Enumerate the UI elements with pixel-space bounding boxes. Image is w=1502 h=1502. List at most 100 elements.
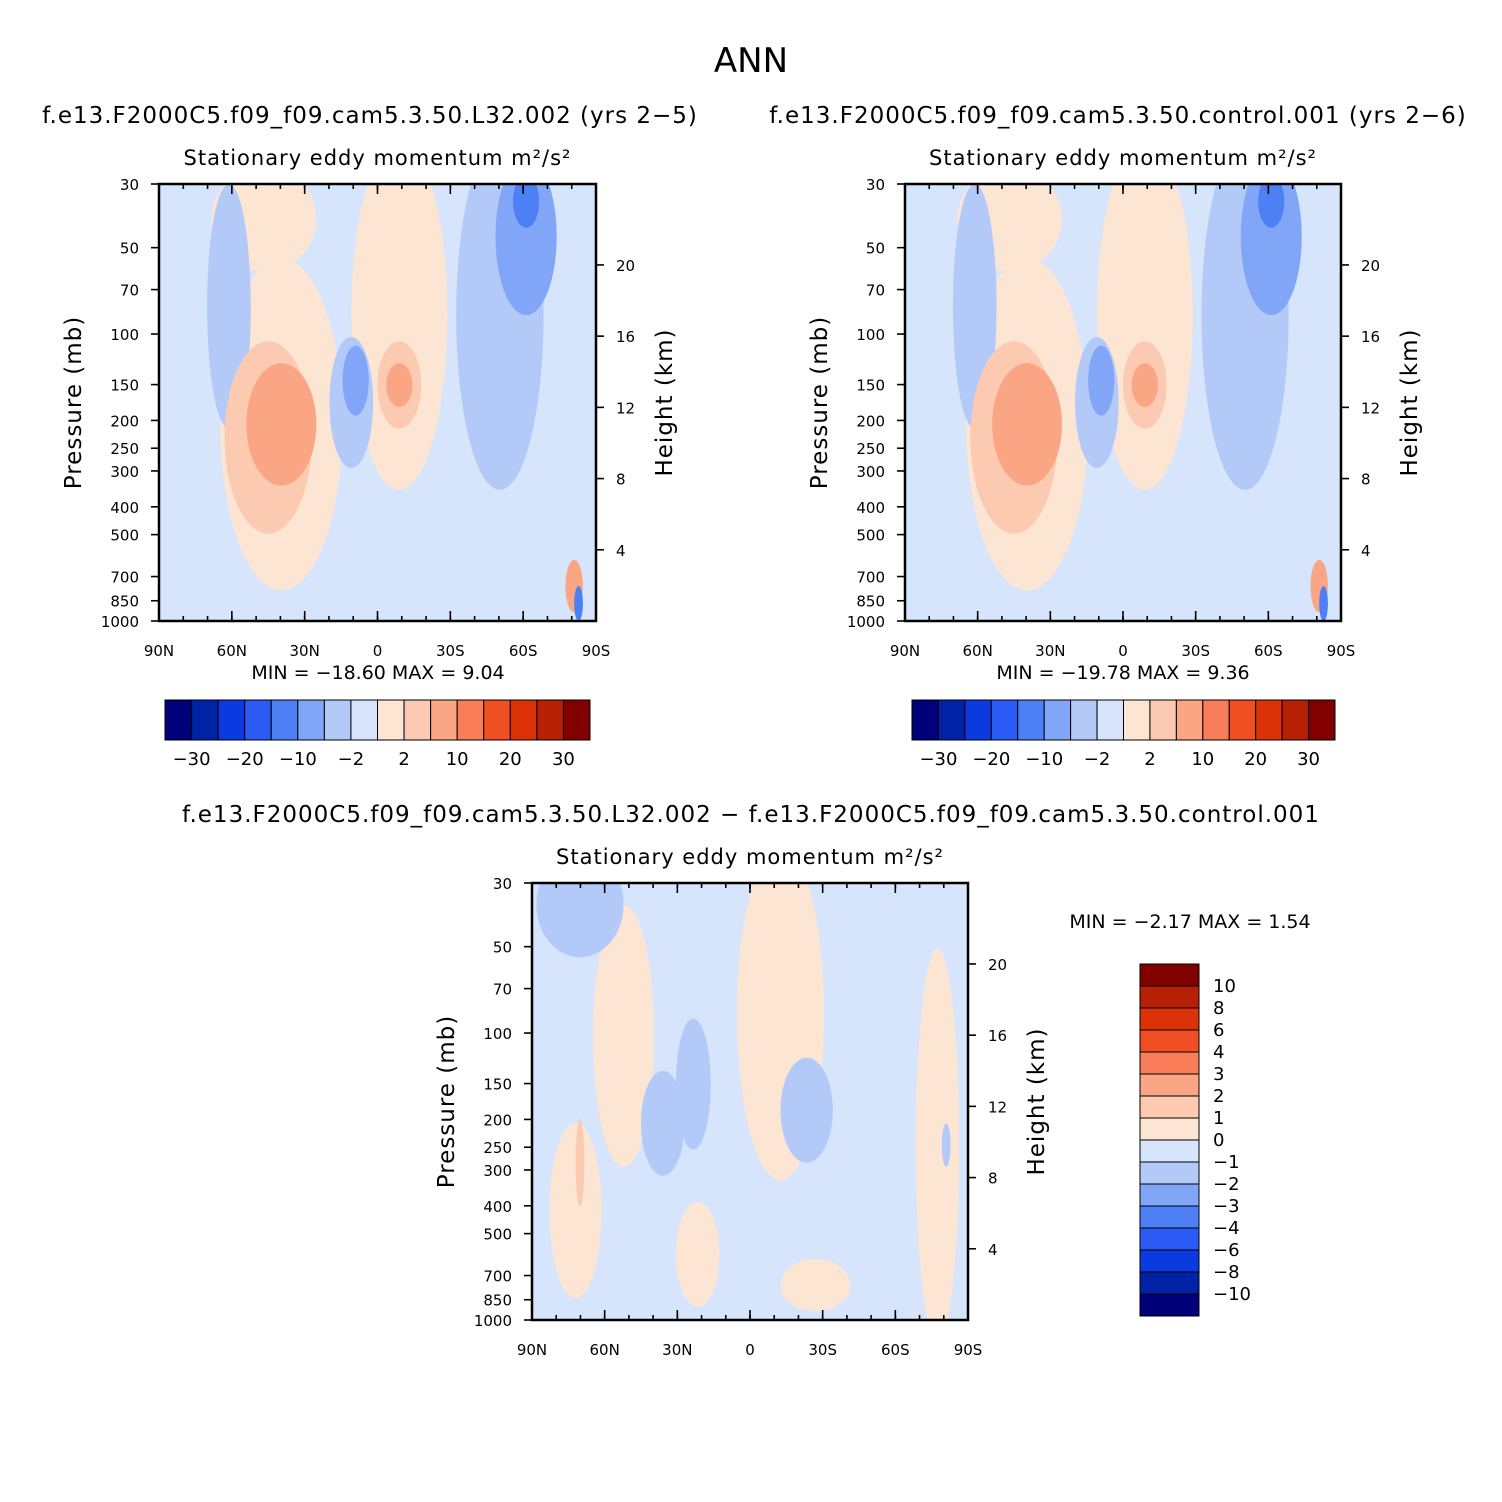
colorbar-label: 3 (1213, 1064, 1224, 1085)
colorbar: −30 −20 −10 −2 2 10 20 30 (911, 699, 1336, 770)
contour-region-15 (1319, 586, 1328, 621)
x-tick-label: 0 (1118, 642, 1128, 660)
x-tick-label: 30S (1181, 642, 1210, 660)
y2-axis-label: Height (km) (1024, 1027, 1050, 1175)
x-tick-label: 60N (217, 642, 247, 660)
y-tick-label: 700 (483, 1268, 512, 1286)
colorbar-label: −2 (1213, 1174, 1240, 1195)
colorbar-box (350, 699, 378, 741)
colorbar-box (1139, 1271, 1200, 1295)
colorbar-box (1139, 1183, 1200, 1207)
colorbar-box (297, 699, 325, 741)
contour-region-7 (536, 883, 624, 958)
y-tick-label: 850 (856, 593, 885, 611)
colorbar-box (990, 699, 1019, 741)
contour-region-7 (1240, 184, 1302, 316)
contour-region-15 (574, 586, 583, 621)
figure-title: ANN (714, 41, 788, 81)
colorbar-box (1139, 985, 1200, 1009)
x-tick-label: 90S (954, 1341, 983, 1359)
colorbar-box (1070, 699, 1098, 741)
y2-axis-label: Height (km) (652, 328, 678, 476)
x-tick-label: 60N (590, 1341, 620, 1359)
y2-tick-label: 20 (616, 257, 635, 275)
panel-title: f.e13.F2000C5.f09_f09.cam5.3.50.control.… (769, 103, 1466, 129)
contour-region-8 (1258, 184, 1285, 228)
colorbar-label: 10 (1213, 976, 1236, 997)
colorbar-box (1139, 1029, 1200, 1053)
x-tick-label: 0 (745, 1341, 755, 1359)
y-axis-label: Pressure (mb) (434, 1015, 460, 1188)
contour-region-5 (780, 1258, 851, 1312)
colorbar-label: −3 (1213, 1196, 1240, 1217)
y-tick-label: 700 (856, 569, 885, 587)
panel-title: f.e13.F2000C5.f09_f09.cam5.3.50.L32.002 … (42, 103, 698, 129)
colorbar-box (1149, 699, 1177, 741)
y-tick-label: 50 (120, 240, 139, 258)
contour-region-6 (549, 1123, 602, 1299)
y-axis-label: Pressure (mb) (807, 316, 833, 489)
min-max-text: MIN = −18.60 MAX = 9.04 (251, 662, 504, 684)
colorbar-box (1228, 699, 1257, 741)
y-tick-label: 1000 (474, 1312, 512, 1330)
colorbar-label: −6 (1213, 1240, 1240, 1261)
x-tick-label: 60S (1254, 642, 1283, 660)
colorbar-label: 1 (1213, 1108, 1224, 1129)
colorbar-label: 2 (398, 749, 409, 770)
colorbar-label: 10 (1191, 749, 1214, 770)
colorbar-label: −30 (173, 749, 211, 770)
colorbar-label: 8 (1213, 998, 1224, 1019)
y-tick-label: 400 (110, 499, 139, 517)
y-tick-label: 50 (493, 939, 512, 957)
contour-region-13 (386, 363, 413, 407)
colorbar-label: −1 (1213, 1152, 1240, 1173)
colorbar-label: −30 (919, 749, 957, 770)
y2-tick-label: 20 (1361, 257, 1380, 275)
x-tick-label: 60S (509, 642, 538, 660)
x-tick-label: 60N (963, 642, 993, 660)
colorbar-box (1281, 699, 1310, 741)
x-tick-label: 90N (890, 642, 920, 660)
panel-subtitle: Stationary eddy momentum m²/s² (184, 146, 572, 170)
colorbar-box (509, 699, 538, 741)
y-tick-label: 200 (856, 412, 885, 430)
y2-tick-label: 4 (988, 1241, 998, 1259)
y-tick-label: 1000 (101, 613, 139, 631)
colorbar-box (483, 699, 511, 741)
x-tick-label: 30N (662, 1341, 692, 1359)
colorbar-label: 6 (1213, 1020, 1224, 1041)
contour-region-13 (1131, 363, 1158, 407)
colorbar-box (1139, 1205, 1200, 1229)
colorbar-label: −10 (279, 749, 317, 770)
contour-region-1 (351, 184, 448, 490)
y-tick-label: 150 (483, 1076, 512, 1094)
colorbar-box (323, 699, 352, 741)
colorbar-label: −20 (226, 749, 264, 770)
y-tick-label: 850 (483, 1292, 512, 1310)
y-tick-label: 30 (493, 875, 512, 893)
y-tick-label: 1000 (847, 613, 885, 631)
colorbar-box (270, 699, 299, 741)
colorbar-label: 0 (1213, 1130, 1224, 1151)
colorbar-box (1139, 1227, 1200, 1251)
x-tick-label: 90S (1327, 642, 1356, 660)
colorbar-box (1139, 963, 1200, 987)
y-tick-label: 500 (483, 1226, 512, 1244)
colorbar-box (430, 699, 458, 741)
colorbar-label: 30 (1297, 749, 1320, 770)
y-tick-label: 300 (856, 463, 885, 481)
panel-title: f.e13.F2000C5.f09_f09.cam5.3.50.L32.002 … (182, 802, 1320, 828)
y-tick-label: 250 (110, 440, 139, 458)
panel-a: f.e13.F2000C5.f09_f09.cam5.3.50.L32.002 … (42, 103, 698, 770)
y2-tick-label: 20 (988, 956, 1007, 974)
panel-b: f.e13.F2000C5.f09_f09.cam5.3.50.control.… (769, 103, 1466, 770)
contour-region-1 (1096, 184, 1193, 490)
colorbar-label: 10 (446, 749, 469, 770)
colorbar-label: −10 (1213, 1284, 1251, 1305)
contour-region-2 (593, 904, 655, 1168)
contour-region-11 (246, 363, 317, 486)
colorbar-box (1139, 1117, 1200, 1141)
contour-region-4 (675, 1202, 720, 1307)
